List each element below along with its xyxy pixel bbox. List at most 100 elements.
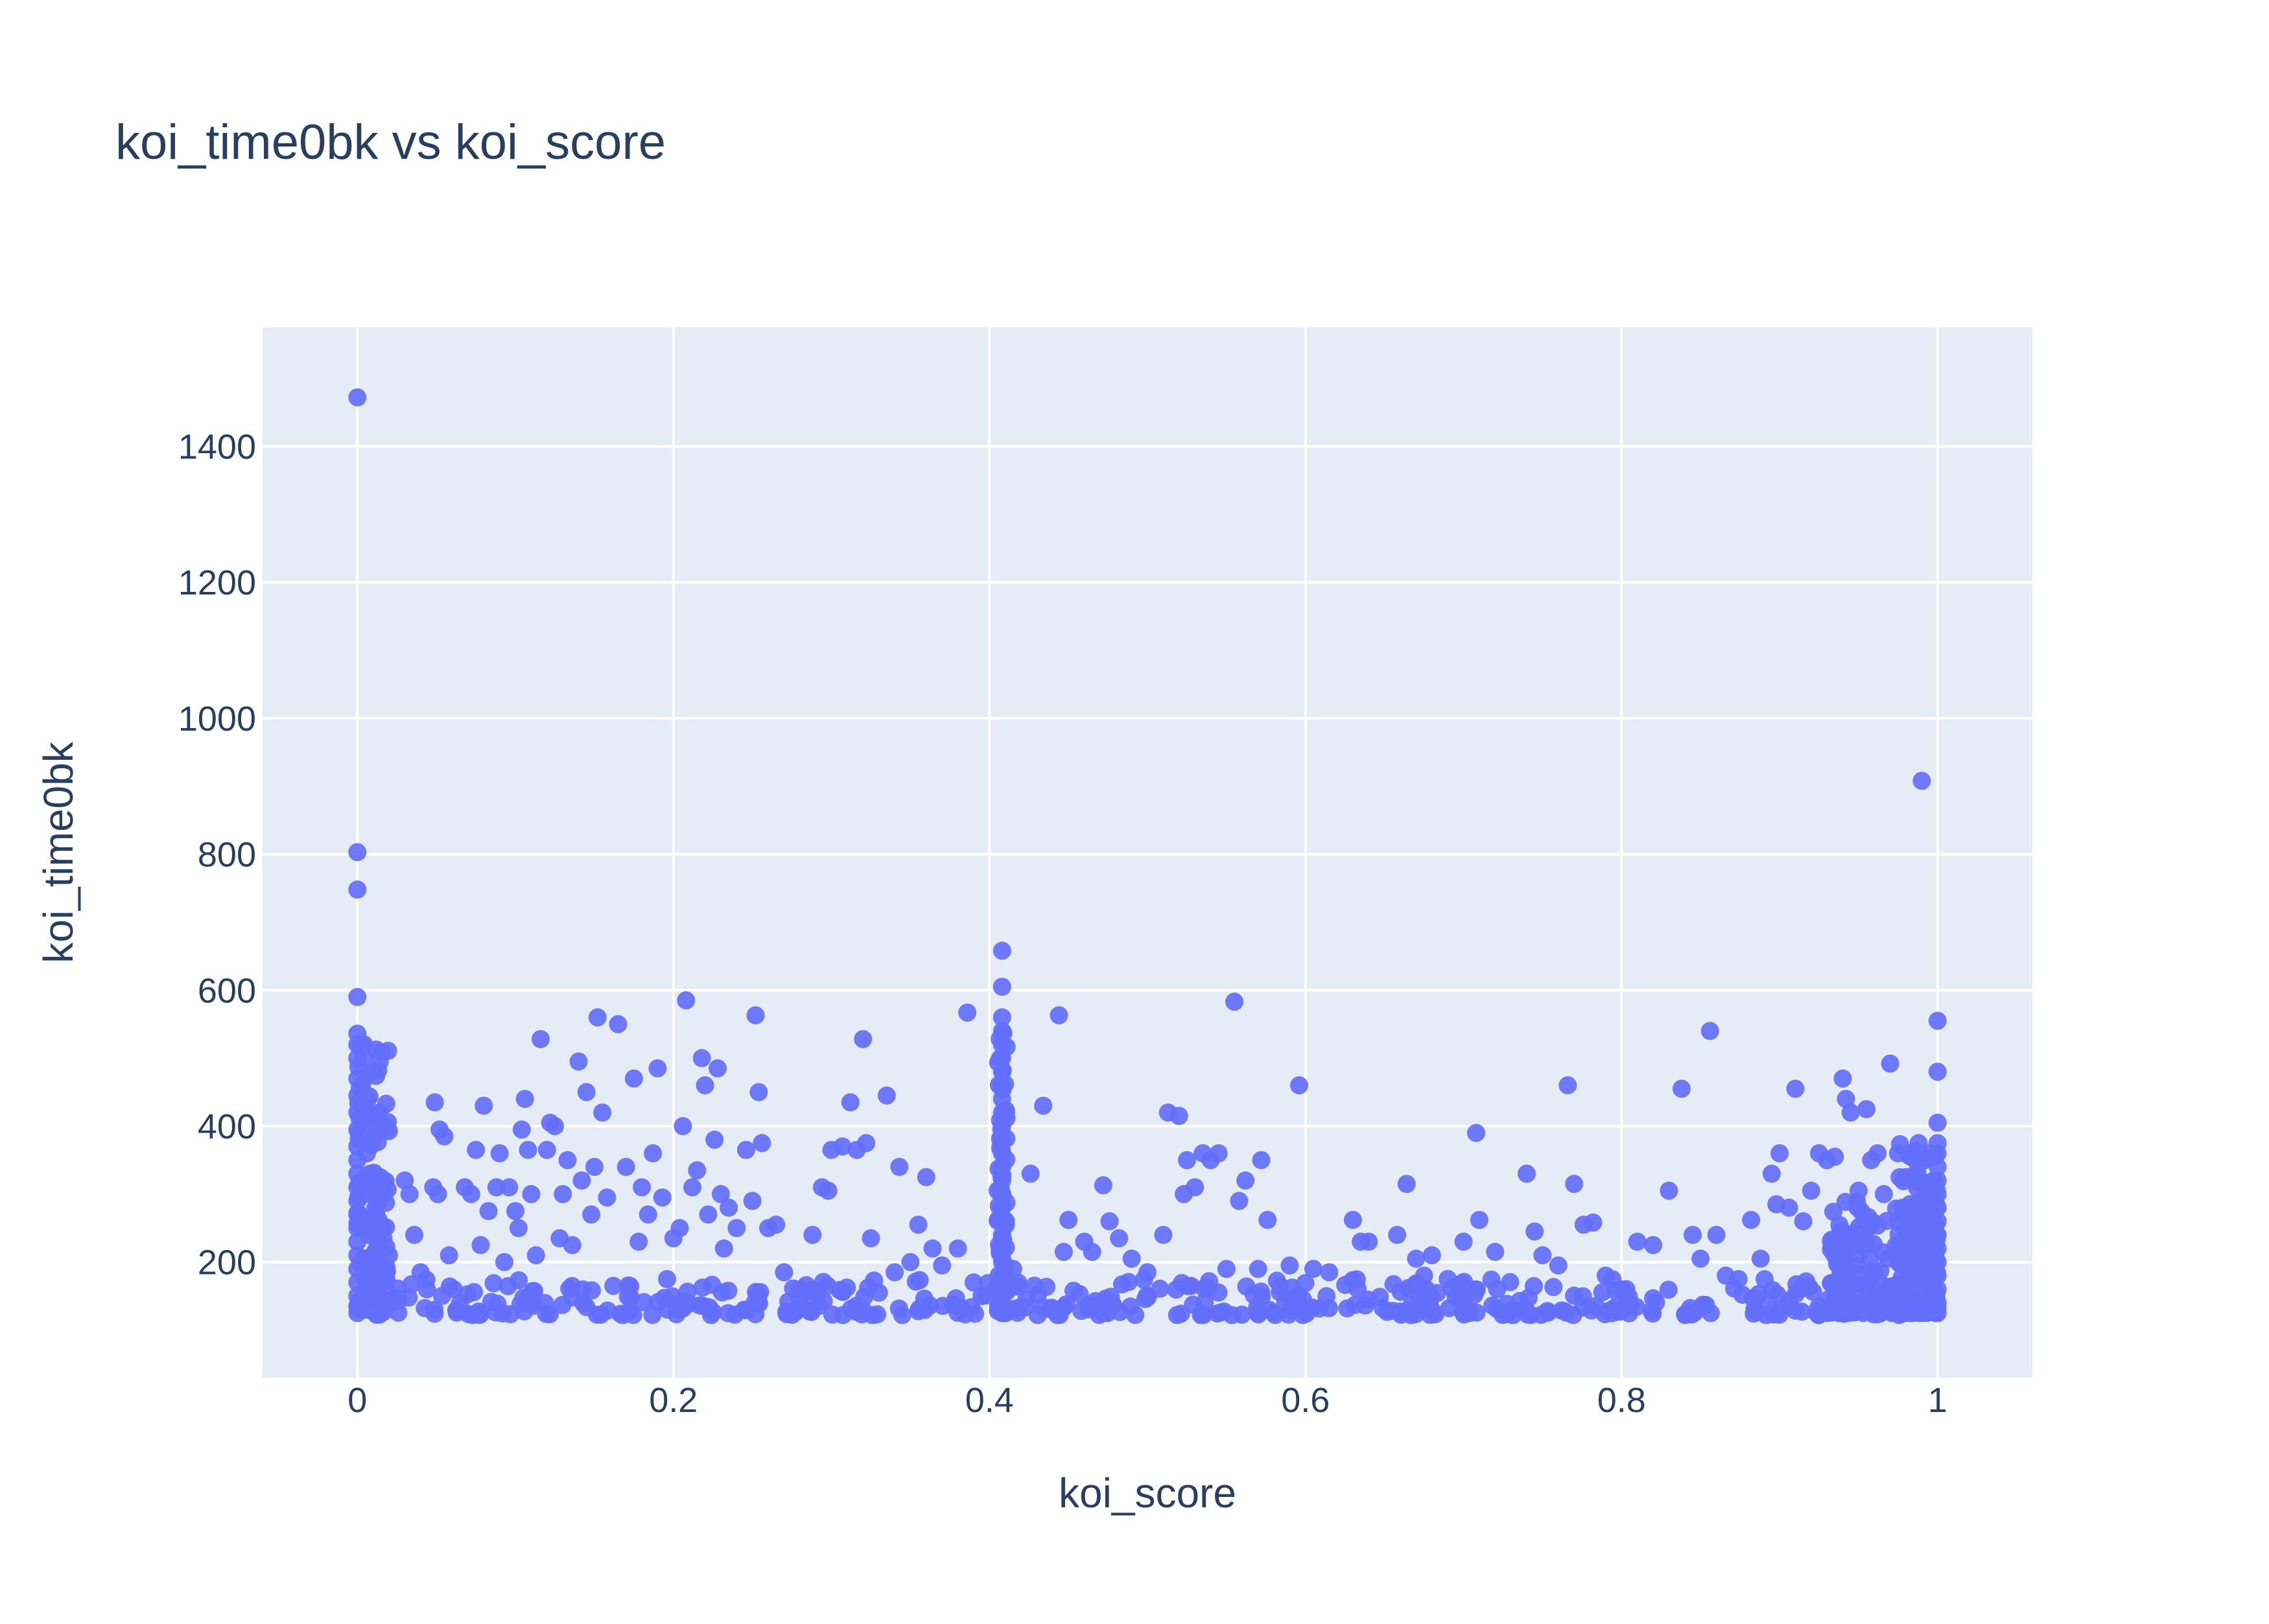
data-point xyxy=(1917,1219,1936,1238)
data-point xyxy=(522,1184,541,1203)
data-point xyxy=(1928,1063,1947,1081)
data-point xyxy=(1923,1273,1942,1292)
data-point xyxy=(1928,1253,1947,1271)
data-point xyxy=(1488,1280,1507,1299)
data-point xyxy=(1839,1295,1858,1314)
data-point xyxy=(475,1096,493,1115)
data-point xyxy=(1889,1237,1908,1256)
data-point xyxy=(1094,1176,1112,1195)
data-point xyxy=(1034,1096,1053,1115)
data-point xyxy=(819,1181,838,1200)
data-point xyxy=(993,1103,1011,1122)
data-point xyxy=(655,1288,674,1307)
data-point xyxy=(1768,1285,1787,1304)
data-point xyxy=(1802,1181,1820,1200)
data-point xyxy=(1596,1266,1615,1285)
data-point xyxy=(1793,1302,1811,1321)
data-point xyxy=(720,1198,738,1217)
data-point xyxy=(1897,1168,1915,1186)
data-point xyxy=(425,1093,444,1112)
data-point xyxy=(495,1253,513,1271)
data-point xyxy=(889,1299,908,1318)
data-point xyxy=(1928,1011,1947,1030)
data-point xyxy=(808,1284,827,1303)
data-point xyxy=(373,1219,392,1238)
data-point xyxy=(993,1090,1011,1109)
data-point xyxy=(1794,1212,1813,1230)
data-point xyxy=(1397,1175,1416,1194)
data-point xyxy=(526,1246,545,1265)
y-tick-label: 800 xyxy=(198,836,256,875)
data-point xyxy=(933,1256,952,1275)
data-point xyxy=(1151,1279,1170,1298)
data-point xyxy=(563,1288,582,1307)
data-point xyxy=(1428,1284,1446,1302)
data-point xyxy=(1050,1006,1068,1025)
data-point xyxy=(417,1280,436,1299)
y-tick-label: 1000 xyxy=(178,700,256,738)
grid-lines xyxy=(263,327,2032,1378)
data-point xyxy=(862,1229,880,1248)
data-point xyxy=(1647,1293,1665,1312)
data-point xyxy=(693,1278,712,1297)
data-point xyxy=(1126,1306,1145,1324)
data-points xyxy=(348,388,1947,1324)
y-axis-title: koi_time0bk xyxy=(35,741,82,963)
data-point xyxy=(1217,1260,1236,1278)
data-point xyxy=(633,1178,651,1197)
data-point xyxy=(1826,1147,1844,1166)
data-point xyxy=(1182,1277,1201,1295)
data-point xyxy=(993,1157,1011,1176)
data-point xyxy=(1100,1212,1119,1230)
data-point xyxy=(1271,1283,1289,1302)
data-point xyxy=(677,991,696,1010)
data-point xyxy=(1745,1304,1763,1323)
data-point xyxy=(1388,1225,1407,1244)
data-point xyxy=(1090,1306,1109,1324)
data-point xyxy=(1628,1232,1647,1251)
data-point xyxy=(1266,1306,1285,1324)
data-point xyxy=(674,1292,693,1311)
data-point xyxy=(841,1093,860,1112)
data-point xyxy=(537,1304,556,1323)
data-point xyxy=(1901,1212,1920,1230)
data-point xyxy=(367,1040,386,1059)
data-point xyxy=(1465,1286,1484,1304)
data-point xyxy=(1236,1171,1255,1190)
data-point xyxy=(993,1131,1011,1149)
x-axis-title: koi_score xyxy=(1059,1470,1236,1516)
data-point xyxy=(790,1280,809,1299)
data-point xyxy=(993,1212,1011,1230)
data-point xyxy=(348,1164,367,1183)
data-point xyxy=(588,1008,607,1027)
data-point xyxy=(1320,1263,1339,1282)
data-point xyxy=(462,1184,480,1203)
data-point xyxy=(712,1283,731,1302)
data-point xyxy=(577,1083,596,1101)
data-point xyxy=(1558,1076,1577,1095)
x-tick-label: 0 xyxy=(347,1381,367,1420)
data-point xyxy=(1454,1232,1473,1251)
data-point xyxy=(746,1293,764,1312)
data-point xyxy=(1733,1286,1752,1304)
data-point xyxy=(624,1069,643,1088)
data-point xyxy=(357,1066,376,1085)
data-point xyxy=(1356,1296,1374,1315)
data-point xyxy=(1874,1184,1893,1203)
data-point xyxy=(1225,993,1244,1011)
x-tick-label: 0.4 xyxy=(965,1381,1014,1420)
data-point xyxy=(1110,1229,1129,1248)
data-point xyxy=(348,843,367,862)
data-point xyxy=(1582,1301,1601,1320)
data-point xyxy=(444,1280,463,1299)
data-point xyxy=(993,978,1011,996)
data-point xyxy=(511,1295,530,1313)
data-point xyxy=(572,1171,591,1190)
data-point xyxy=(1791,1279,1810,1298)
data-point xyxy=(1252,1151,1271,1170)
data-point xyxy=(714,1239,733,1258)
data-point xyxy=(1659,1280,1678,1299)
data-point xyxy=(832,1282,851,1300)
data-point xyxy=(367,1297,386,1315)
data-point xyxy=(869,1283,888,1302)
